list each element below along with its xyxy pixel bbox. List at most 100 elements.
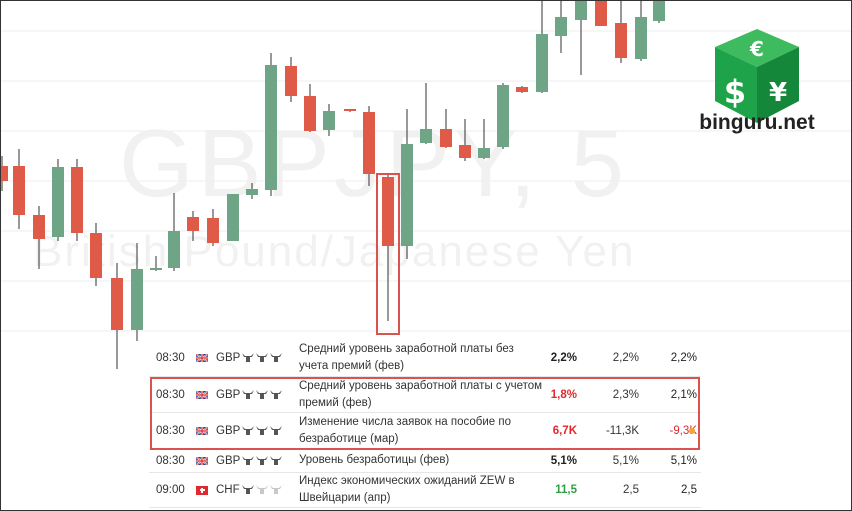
candle-body xyxy=(285,66,297,96)
candle-up xyxy=(401,109,413,259)
bull-icon xyxy=(256,455,268,466)
currency-code: GBP xyxy=(216,352,241,364)
candle-body xyxy=(265,65,277,190)
candle-up xyxy=(653,1,665,23)
logo-text: binguru.net xyxy=(699,111,815,134)
revision-dot-icon xyxy=(689,427,695,434)
candle-down xyxy=(13,149,25,229)
bull-icon xyxy=(270,485,282,495)
candle-body xyxy=(131,269,143,330)
candle-down xyxy=(615,1,627,63)
candle-up xyxy=(150,256,162,271)
candle-up xyxy=(575,1,587,75)
importance-bull-icons xyxy=(242,413,282,448)
bull-icon xyxy=(242,353,254,363)
candle-up xyxy=(635,1,647,61)
candle-body xyxy=(33,215,45,239)
candle-body xyxy=(653,1,665,21)
event-time: 08:30 xyxy=(156,454,185,467)
candle-down xyxy=(90,223,102,286)
candle-body xyxy=(595,1,607,26)
calendar-row[interactable]: 09:00 CHF Индекс экономических ожиданий ZE… xyxy=(149,473,701,508)
calendar-row[interactable]: 08:30 GBP Средний уровень заработной платы… xyxy=(149,340,701,377)
candle-body xyxy=(13,166,25,215)
candle-body xyxy=(227,194,239,241)
calendar-row[interactable]: 08:30 GBP Изменение числа заявок на пособи… xyxy=(149,413,701,449)
candle-down xyxy=(1,156,8,191)
forecast-value: 2,3% xyxy=(612,388,639,401)
forecast-value: 5,1% xyxy=(612,454,639,467)
currency-code: CHF xyxy=(216,484,240,496)
svg-text:¥: ¥ xyxy=(769,78,787,108)
candle-body xyxy=(52,167,64,237)
candle-body xyxy=(246,189,258,195)
event-name[interactable]: Изменение числа заявок на пособие по без… xyxy=(299,415,511,445)
candle-body xyxy=(111,278,123,330)
candle-body xyxy=(575,1,587,20)
svg-text:€: € xyxy=(749,37,764,61)
candle-body xyxy=(150,268,162,270)
importance-bull-icons xyxy=(242,473,282,507)
forecast-value: 2,5 xyxy=(623,484,639,496)
currency-code: GBP xyxy=(216,454,241,467)
actual-value: 1,8% xyxy=(550,388,577,401)
candle-body xyxy=(168,231,180,268)
calendar-row[interactable]: 08:30 GBP Средний уровень заработной платы… xyxy=(149,377,701,413)
event-time: 08:30 xyxy=(156,424,185,437)
candle-down xyxy=(595,1,607,26)
actual-value: 6,7K xyxy=(552,424,577,437)
candle-body xyxy=(478,148,490,158)
candle-body xyxy=(71,167,83,233)
candle-down xyxy=(344,109,356,112)
previous-value: 5,1% xyxy=(670,454,697,467)
candle-up xyxy=(227,194,239,241)
candle-body xyxy=(459,145,471,158)
candle-body xyxy=(615,23,627,58)
swiss-flag-icon xyxy=(196,473,208,507)
candle-body xyxy=(420,129,432,143)
forecast-value: -11,3K xyxy=(605,424,639,437)
candle-body xyxy=(555,17,567,36)
event-name[interactable]: Индекс экономических ожиданий ZEW в Швей… xyxy=(299,475,515,504)
event-time: 09:00 xyxy=(156,484,185,496)
candle-up xyxy=(265,53,277,196)
actual-value: 11,5 xyxy=(555,484,577,496)
event-name[interactable]: Средний уровень заработной платы без уче… xyxy=(299,343,514,372)
candle-down xyxy=(304,84,316,132)
candle-up xyxy=(246,183,258,199)
calendar-row[interactable]: 08:30 GBP Уровень безработицы (фев) 5,1% 5,1… xyxy=(149,449,701,473)
candle-down xyxy=(207,209,219,246)
candle-body xyxy=(401,144,413,246)
svg-text:$: $ xyxy=(724,73,746,111)
candle-body xyxy=(207,218,219,243)
event-name[interactable]: Средний уровень заработной платы с учето… xyxy=(299,379,543,409)
currency-code: GBP xyxy=(216,424,241,437)
candle-down xyxy=(516,86,528,93)
highlight-box xyxy=(150,377,700,450)
candle-down xyxy=(363,106,375,186)
candle-body xyxy=(440,129,452,147)
economic-calendar-table: 08:30 GBP Средний уровень заработной платы… xyxy=(149,340,701,508)
event-time: 08:30 xyxy=(156,388,185,401)
bull-icon xyxy=(242,455,254,466)
bull-icon xyxy=(270,455,282,466)
bull-icon xyxy=(242,425,254,436)
candle-up xyxy=(536,1,548,93)
candle-body xyxy=(363,112,375,174)
bull-icon xyxy=(256,353,268,363)
watermark-instrument-name: British Pound/Japanese Yen xyxy=(33,227,636,276)
candle-body xyxy=(304,96,316,131)
candle-up xyxy=(478,119,490,159)
event-name[interactable]: Уровень безработицы (фев) xyxy=(299,454,450,466)
uk-flag-icon xyxy=(196,449,208,472)
candle-down xyxy=(440,109,452,148)
candle-body xyxy=(323,111,335,130)
bull-icon xyxy=(256,485,268,495)
importance-bull-icons xyxy=(242,377,282,412)
candle-body xyxy=(344,109,356,111)
event-time: 08:30 xyxy=(156,352,185,364)
actual-value: 5,1% xyxy=(550,454,577,467)
candle-down xyxy=(33,206,45,269)
